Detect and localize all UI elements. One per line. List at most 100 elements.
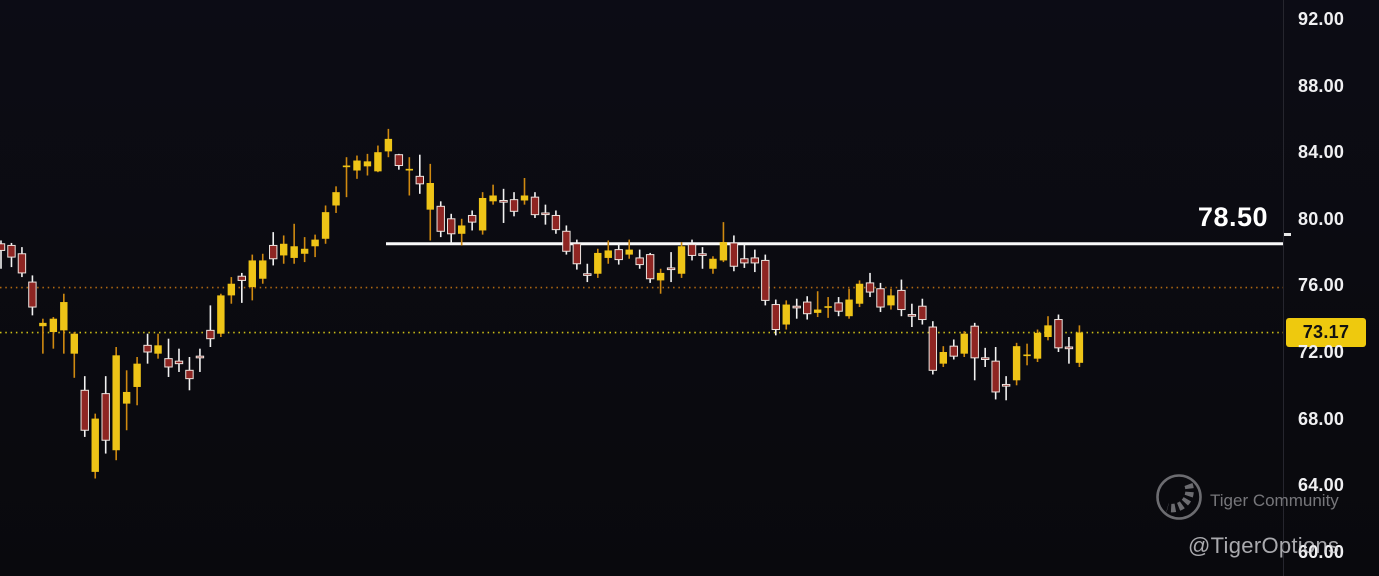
candle xyxy=(761,254,770,306)
candle xyxy=(614,243,623,265)
candle xyxy=(174,348,184,372)
candle xyxy=(541,204,550,225)
candle xyxy=(164,338,173,377)
candle xyxy=(457,218,466,246)
candle xyxy=(729,235,739,272)
candle xyxy=(122,370,131,431)
candle xyxy=(635,249,644,269)
candle xyxy=(70,332,78,378)
candle xyxy=(740,243,749,268)
candle xyxy=(834,297,843,317)
candle xyxy=(562,225,571,255)
candle xyxy=(855,280,864,308)
candle xyxy=(206,305,215,348)
candle xyxy=(467,210,477,231)
candle xyxy=(1064,337,1074,364)
axis-tick-label: 92.00 xyxy=(1298,9,1345,29)
candle xyxy=(112,347,120,461)
candle xyxy=(719,222,728,263)
candle xyxy=(49,317,58,349)
candle xyxy=(436,201,445,238)
candle xyxy=(405,157,414,196)
axis-tick-label: 64.00 xyxy=(1298,475,1345,496)
candle xyxy=(300,237,309,263)
candle xyxy=(217,293,225,338)
candle xyxy=(1033,329,1042,362)
axis-tick-label: 72.00 xyxy=(1298,342,1345,362)
axis-tick-label: 84.00 xyxy=(1298,142,1345,163)
candle xyxy=(426,163,434,241)
candle xyxy=(980,347,990,367)
candle xyxy=(154,333,162,359)
candle xyxy=(939,346,947,367)
candle xyxy=(28,275,37,316)
candle xyxy=(656,268,665,294)
candle xyxy=(478,192,487,235)
candle xyxy=(415,154,425,194)
candle xyxy=(143,333,152,364)
candle xyxy=(279,235,288,264)
candle xyxy=(195,348,205,372)
candle xyxy=(750,249,760,273)
candle xyxy=(133,356,141,406)
candle xyxy=(60,293,68,354)
candle xyxy=(907,303,917,328)
candle xyxy=(918,298,927,325)
axis-tick-label: 88.00 xyxy=(1298,75,1345,96)
candle xyxy=(709,256,717,274)
candle xyxy=(551,210,561,234)
candle xyxy=(394,153,404,170)
axis-tick-label: 76.00 xyxy=(1298,275,1345,296)
candle xyxy=(687,239,697,261)
candle xyxy=(845,288,853,319)
candle xyxy=(1012,342,1021,386)
candle xyxy=(1075,325,1084,367)
axis-tick-label: 68.00 xyxy=(1298,408,1345,429)
candle xyxy=(698,247,707,269)
candle xyxy=(824,297,832,318)
candle xyxy=(1023,343,1031,366)
candle xyxy=(572,239,582,270)
candle xyxy=(39,318,47,354)
candle xyxy=(928,321,938,375)
candle xyxy=(1054,314,1063,352)
candle xyxy=(248,254,256,301)
candle xyxy=(363,153,372,176)
candle xyxy=(792,298,801,319)
current-price-badge: 73.17 xyxy=(1286,318,1366,348)
candle xyxy=(342,157,351,198)
candle xyxy=(813,291,822,318)
candle xyxy=(802,296,812,320)
candlestick-chart-canvas[interactable] xyxy=(0,0,1283,576)
candle xyxy=(311,234,319,258)
candle xyxy=(0,240,6,269)
candle xyxy=(594,248,602,278)
candle xyxy=(80,376,89,437)
price-axis[interactable]: 73.17 92.00 88.00 84.00 80.00 76.00 72.00 68.0… xyxy=(1283,0,1379,576)
candle xyxy=(185,356,194,391)
candle xyxy=(677,242,686,278)
candle xyxy=(1001,376,1011,401)
candle xyxy=(290,223,298,264)
candle xyxy=(991,347,1000,400)
candle xyxy=(227,277,236,304)
candle xyxy=(259,253,267,284)
candle xyxy=(269,232,278,266)
candle xyxy=(489,184,497,205)
candle xyxy=(91,413,99,479)
candle xyxy=(530,192,540,218)
candle xyxy=(625,239,633,259)
axis-tick-label: 60.00 xyxy=(1298,541,1345,562)
candle xyxy=(949,339,958,360)
candle xyxy=(960,331,968,357)
candle xyxy=(237,272,247,303)
candle xyxy=(782,300,790,330)
candle xyxy=(332,186,340,213)
candle xyxy=(666,252,676,283)
candle xyxy=(509,192,519,217)
candle xyxy=(499,188,508,223)
candle xyxy=(876,282,885,313)
candle xyxy=(1044,316,1052,341)
candle xyxy=(771,299,780,336)
